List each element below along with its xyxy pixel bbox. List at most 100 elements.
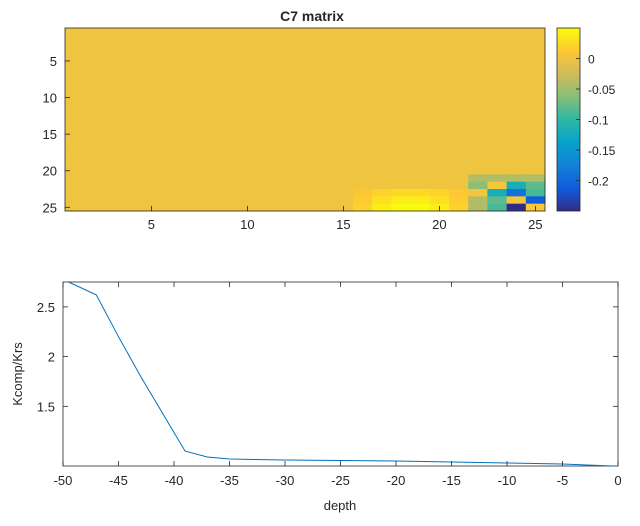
heatmap-x-tick-label: 15 bbox=[336, 217, 350, 232]
heatmap-cell bbox=[218, 203, 239, 212]
heatmap-cell bbox=[468, 108, 488, 117]
heatmap-cell bbox=[180, 115, 200, 124]
heatmap-cell bbox=[506, 123, 527, 131]
heatmap-cell bbox=[372, 35, 392, 44]
heatmap-cell bbox=[333, 28, 354, 36]
colorbar-tick-label: -0.1 bbox=[588, 114, 609, 128]
heatmap-cell bbox=[180, 174, 200, 183]
heatmap-cell bbox=[141, 152, 162, 161]
heatmap-cell bbox=[122, 57, 143, 65]
heatmap-cell bbox=[180, 189, 200, 197]
heatmap-cell bbox=[161, 42, 181, 51]
heatmap-cell bbox=[487, 189, 507, 197]
heatmap-cell bbox=[180, 167, 200, 175]
heatmap-cell bbox=[122, 203, 143, 212]
heatmap-cell bbox=[429, 123, 450, 131]
heatmap-cell bbox=[525, 57, 546, 65]
heatmap-cell bbox=[314, 35, 335, 44]
heatmap-cell bbox=[506, 108, 527, 117]
heatmap-cell bbox=[525, 108, 546, 117]
heatmap-cell bbox=[506, 203, 527, 212]
heatmap-cell bbox=[525, 93, 546, 102]
heatmap-x-tick-label: 10 bbox=[240, 217, 254, 232]
heatmap-cell bbox=[141, 137, 162, 146]
heatmap-cell bbox=[218, 86, 239, 95]
heatmap-cell bbox=[84, 93, 104, 102]
heatmap-cell bbox=[65, 79, 85, 87]
heatmap-cell bbox=[276, 137, 296, 146]
heatmap-cell bbox=[487, 159, 507, 168]
heatmap-cell bbox=[84, 79, 104, 87]
heatmap-cell bbox=[506, 152, 527, 161]
heatmap-cell bbox=[199, 57, 219, 65]
heatmap-cell bbox=[429, 86, 450, 95]
heatmap-cell bbox=[161, 93, 181, 102]
heatmap-cell bbox=[237, 35, 258, 44]
heatmap-cell bbox=[180, 86, 200, 95]
heatmap-cell bbox=[372, 115, 392, 124]
heatmap-cell bbox=[276, 115, 296, 124]
heatmap-cell bbox=[161, 49, 181, 58]
heatmap-cell bbox=[372, 93, 392, 102]
heatmap-cell bbox=[103, 174, 123, 183]
heatmap-cell bbox=[122, 71, 143, 80]
heatmap-cell bbox=[506, 196, 527, 205]
heatmap-cell bbox=[141, 130, 162, 139]
heatmap-cell bbox=[141, 28, 162, 36]
heatmap-cell bbox=[525, 130, 546, 139]
heatmap-cell bbox=[65, 35, 85, 44]
heatmap-cell bbox=[180, 196, 200, 205]
heatmap-cell bbox=[468, 123, 488, 131]
heatmap-cell bbox=[276, 196, 296, 205]
heatmap-cell bbox=[506, 79, 527, 87]
heatmap-y-tick-label: 10 bbox=[43, 91, 57, 106]
heatmap-cell bbox=[449, 130, 469, 139]
line-x-ticks: -50 -45 -40 -35 -30 -25 -20 -15 -10 -5 0 bbox=[54, 282, 622, 488]
heatmap-cell bbox=[333, 93, 354, 102]
heatmap-cell bbox=[257, 115, 277, 124]
heatmap-cell bbox=[103, 64, 123, 73]
line-x-tick-label: -15 bbox=[442, 473, 461, 488]
heatmap-cell bbox=[449, 152, 469, 161]
heatmap-cell bbox=[429, 101, 450, 109]
heatmap-cell bbox=[218, 167, 239, 175]
heatmap-cell bbox=[122, 101, 143, 109]
heatmap-cell bbox=[410, 137, 431, 146]
heatmap-cell bbox=[314, 189, 335, 197]
line-x-tick-label: 0 bbox=[614, 473, 621, 488]
heatmap-cell bbox=[314, 130, 335, 139]
heatmap-cell bbox=[429, 79, 450, 87]
heatmap-cell bbox=[487, 86, 507, 95]
heatmap-cell bbox=[84, 86, 104, 95]
heatmap-cell bbox=[141, 79, 162, 87]
heatmap-cell bbox=[410, 174, 431, 183]
heatmap-cell bbox=[372, 101, 392, 109]
heatmap-cell bbox=[84, 189, 104, 197]
heatmap-cell bbox=[429, 35, 450, 44]
heatmap-cells bbox=[65, 28, 546, 212]
heatmap-cell bbox=[257, 159, 277, 168]
heatmap-cell bbox=[525, 196, 546, 205]
heatmap-cell bbox=[353, 49, 373, 58]
heatmap-cell bbox=[468, 35, 488, 44]
heatmap-cell bbox=[333, 49, 354, 58]
heatmap-cell bbox=[180, 35, 200, 44]
heatmap-cell bbox=[449, 189, 469, 197]
heatmap-cell bbox=[218, 108, 239, 117]
heatmap-cell bbox=[237, 159, 258, 168]
heatmap-cell bbox=[429, 115, 450, 124]
heatmap-cell bbox=[410, 181, 431, 190]
heatmap-cell bbox=[429, 137, 450, 146]
heatmap-cell bbox=[161, 189, 181, 197]
heatmap-cell bbox=[468, 101, 488, 109]
heatmap-cell bbox=[237, 145, 258, 153]
heatmap-cell bbox=[276, 203, 296, 212]
heatmap-cell bbox=[391, 35, 411, 44]
heatmap-cell bbox=[65, 28, 85, 36]
heatmap-cell bbox=[449, 49, 469, 58]
heatmap-cell bbox=[237, 189, 258, 197]
heatmap-cell bbox=[237, 174, 258, 183]
heatmap-cell bbox=[161, 203, 181, 212]
heatmap-cell bbox=[161, 167, 181, 175]
heatmap-x-tick-label: 20 bbox=[432, 217, 446, 232]
